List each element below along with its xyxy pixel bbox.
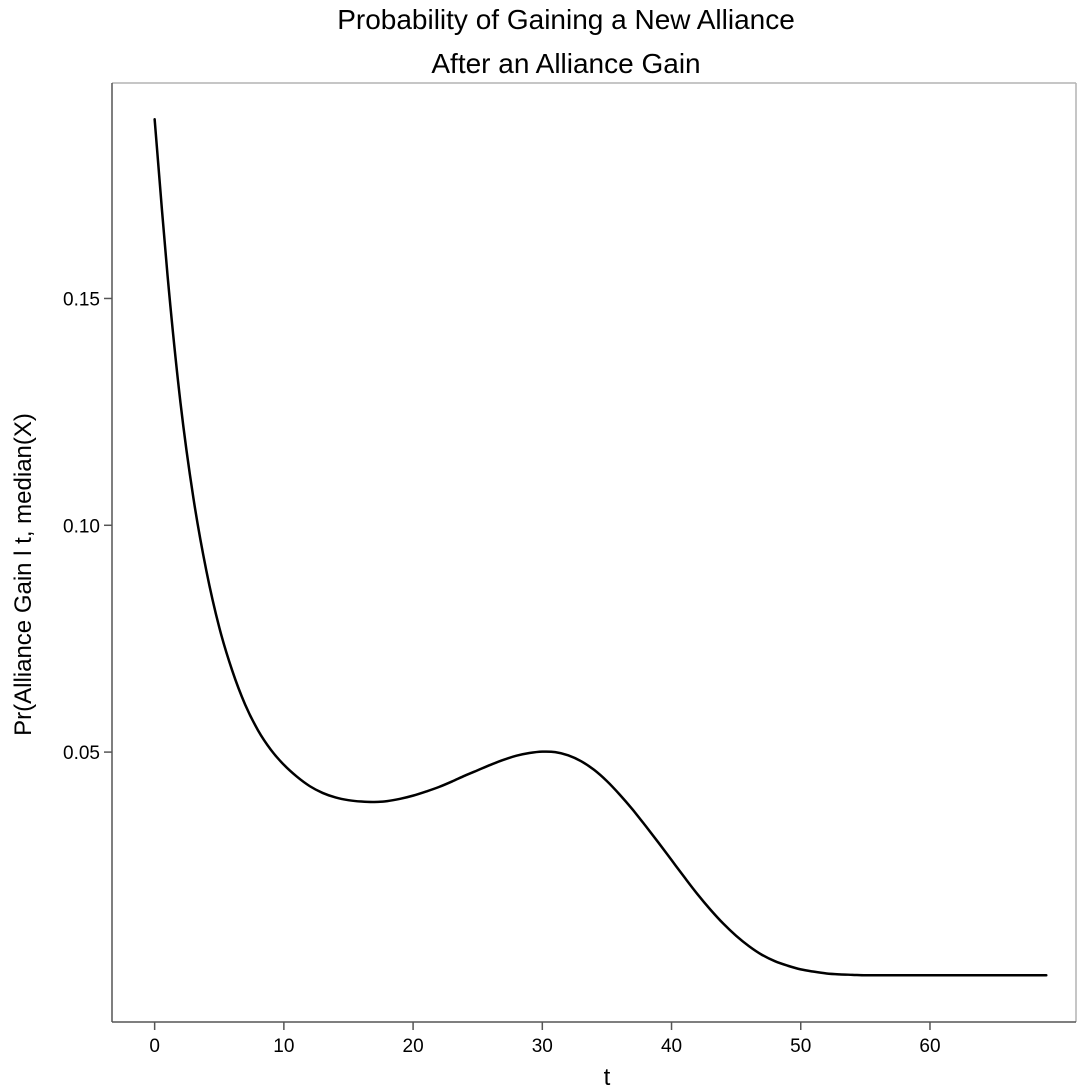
chart-title-line-2: After an Alliance Gain xyxy=(431,48,701,79)
x-tick-label: 50 xyxy=(790,1036,811,1057)
chart-title-line-1: Probability of Gaining a New Alliance xyxy=(337,4,795,35)
series-layer xyxy=(153,118,1048,977)
series-line xyxy=(153,118,1048,977)
x-tick-label: 40 xyxy=(661,1036,682,1057)
plot-frame xyxy=(111,82,1077,1023)
x-axis-label: t xyxy=(604,1064,611,1088)
x-tick-label: 0 xyxy=(149,1036,160,1057)
y-tick-label: 0.05 xyxy=(63,743,100,764)
y-tick-label: 0.15 xyxy=(63,289,100,310)
x-tick-label: 10 xyxy=(273,1036,294,1057)
y-tick-label: 0.10 xyxy=(63,516,100,537)
y-axis-label: Pr(Alliance Gain l t, median(X) xyxy=(10,413,37,736)
x-tick-label: 60 xyxy=(919,1036,940,1057)
x-axis: 0 10 20 30 40 50 60 xyxy=(149,1022,941,1057)
y-axis: 0.05 0.10 0.15 xyxy=(63,289,112,764)
x-tick-label: 30 xyxy=(532,1036,553,1057)
x-tick-label: 20 xyxy=(403,1036,424,1057)
